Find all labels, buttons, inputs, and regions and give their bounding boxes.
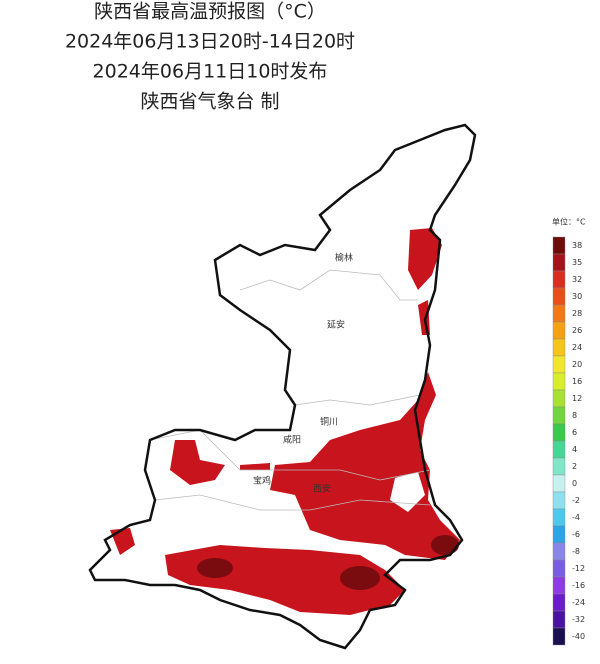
legend-swatch <box>552 406 566 425</box>
legend-label: -6 <box>572 530 580 539</box>
legend-unit: 单位：°C <box>552 217 586 227</box>
legend-swatch <box>552 287 566 306</box>
legend-label: 28 <box>572 309 582 318</box>
city-label: 咸阳 <box>283 434 301 446</box>
legend-label: -40 <box>572 632 585 641</box>
legend-label: 12 <box>572 394 582 403</box>
cool-pocket <box>390 472 425 512</box>
legend-swatch <box>552 525 566 544</box>
hot-core <box>431 535 459 555</box>
legend-label: -4 <box>572 513 580 522</box>
legend-swatch <box>552 559 566 578</box>
legend-swatch <box>552 627 566 646</box>
heat-area <box>110 528 135 555</box>
legend-label: 16 <box>572 377 582 386</box>
legend-swatch <box>552 474 566 493</box>
province-map: 榆林 延安 铜川 咸阳 宝鸡 西安 <box>88 123 477 650</box>
city-label: 宝鸡 <box>253 475 271 487</box>
legend-label: 32 <box>572 275 582 284</box>
boundary <box>154 494 431 511</box>
legend-label: 38 <box>572 241 582 250</box>
legend-swatch <box>552 610 566 629</box>
legend-label: 4 <box>572 445 577 454</box>
legend-label: -32 <box>572 615 585 624</box>
legend-label: 0 <box>572 479 577 488</box>
legend-swatch <box>552 508 566 527</box>
title: 陕西省最高温预报图（°C） <box>94 1 326 23</box>
heat-area <box>408 228 442 290</box>
legend-swatch <box>552 593 566 612</box>
publisher: 陕西省气象台 制 <box>140 91 279 113</box>
period: 2024年06月13日20时-14日20时 <box>65 31 355 53</box>
city-label: 铜川 <box>320 416 338 428</box>
legend-swatch <box>552 338 566 357</box>
city-label: 延安 <box>327 319 345 331</box>
legend-swatch <box>552 423 566 442</box>
legend-label: 35 <box>572 258 582 267</box>
legend-label: 8 <box>572 411 577 420</box>
legend-swatch <box>552 355 566 374</box>
legend-label: -12 <box>572 564 585 573</box>
legend: 单位：°C 3835323028262420161286420-2-4-6-8-… <box>552 217 586 646</box>
heat-area <box>240 463 270 470</box>
heat-area <box>170 440 225 485</box>
legend-label: 20 <box>572 360 582 369</box>
legend-label: -16 <box>572 581 585 590</box>
legend-label: -2 <box>572 496 580 505</box>
hot-cores <box>197 535 459 590</box>
legend-swatch <box>552 491 566 510</box>
legend-swatch <box>552 372 566 391</box>
boundary <box>239 269 418 301</box>
legend-swatch <box>552 576 566 595</box>
legend-label: -8 <box>572 547 580 556</box>
issued: 2024年06月11日10时发布 <box>93 61 328 83</box>
boundary <box>294 394 421 406</box>
hot-core <box>340 566 380 590</box>
legend-label: 24 <box>572 343 582 352</box>
legend-swatch <box>552 236 566 255</box>
legend-swatch <box>552 457 566 476</box>
hot-core <box>197 558 233 578</box>
legend-swatch <box>552 304 566 323</box>
legend-swatch <box>552 542 566 561</box>
legend-label: 30 <box>572 292 582 301</box>
legend-label: 26 <box>572 326 582 335</box>
province-border <box>88 123 477 650</box>
city-label: 西安 <box>313 483 331 495</box>
legend-swatch <box>552 253 566 272</box>
legend-label: 6 <box>572 428 577 437</box>
legend-label: 2 <box>572 462 577 471</box>
city-label: 榆林 <box>335 252 353 264</box>
heat-area <box>270 372 460 560</box>
legend-swatch <box>552 389 566 408</box>
legend-swatch <box>552 321 566 340</box>
legend-swatch <box>552 270 566 289</box>
legend-label: -24 <box>572 598 585 607</box>
legend-swatch <box>552 440 566 459</box>
